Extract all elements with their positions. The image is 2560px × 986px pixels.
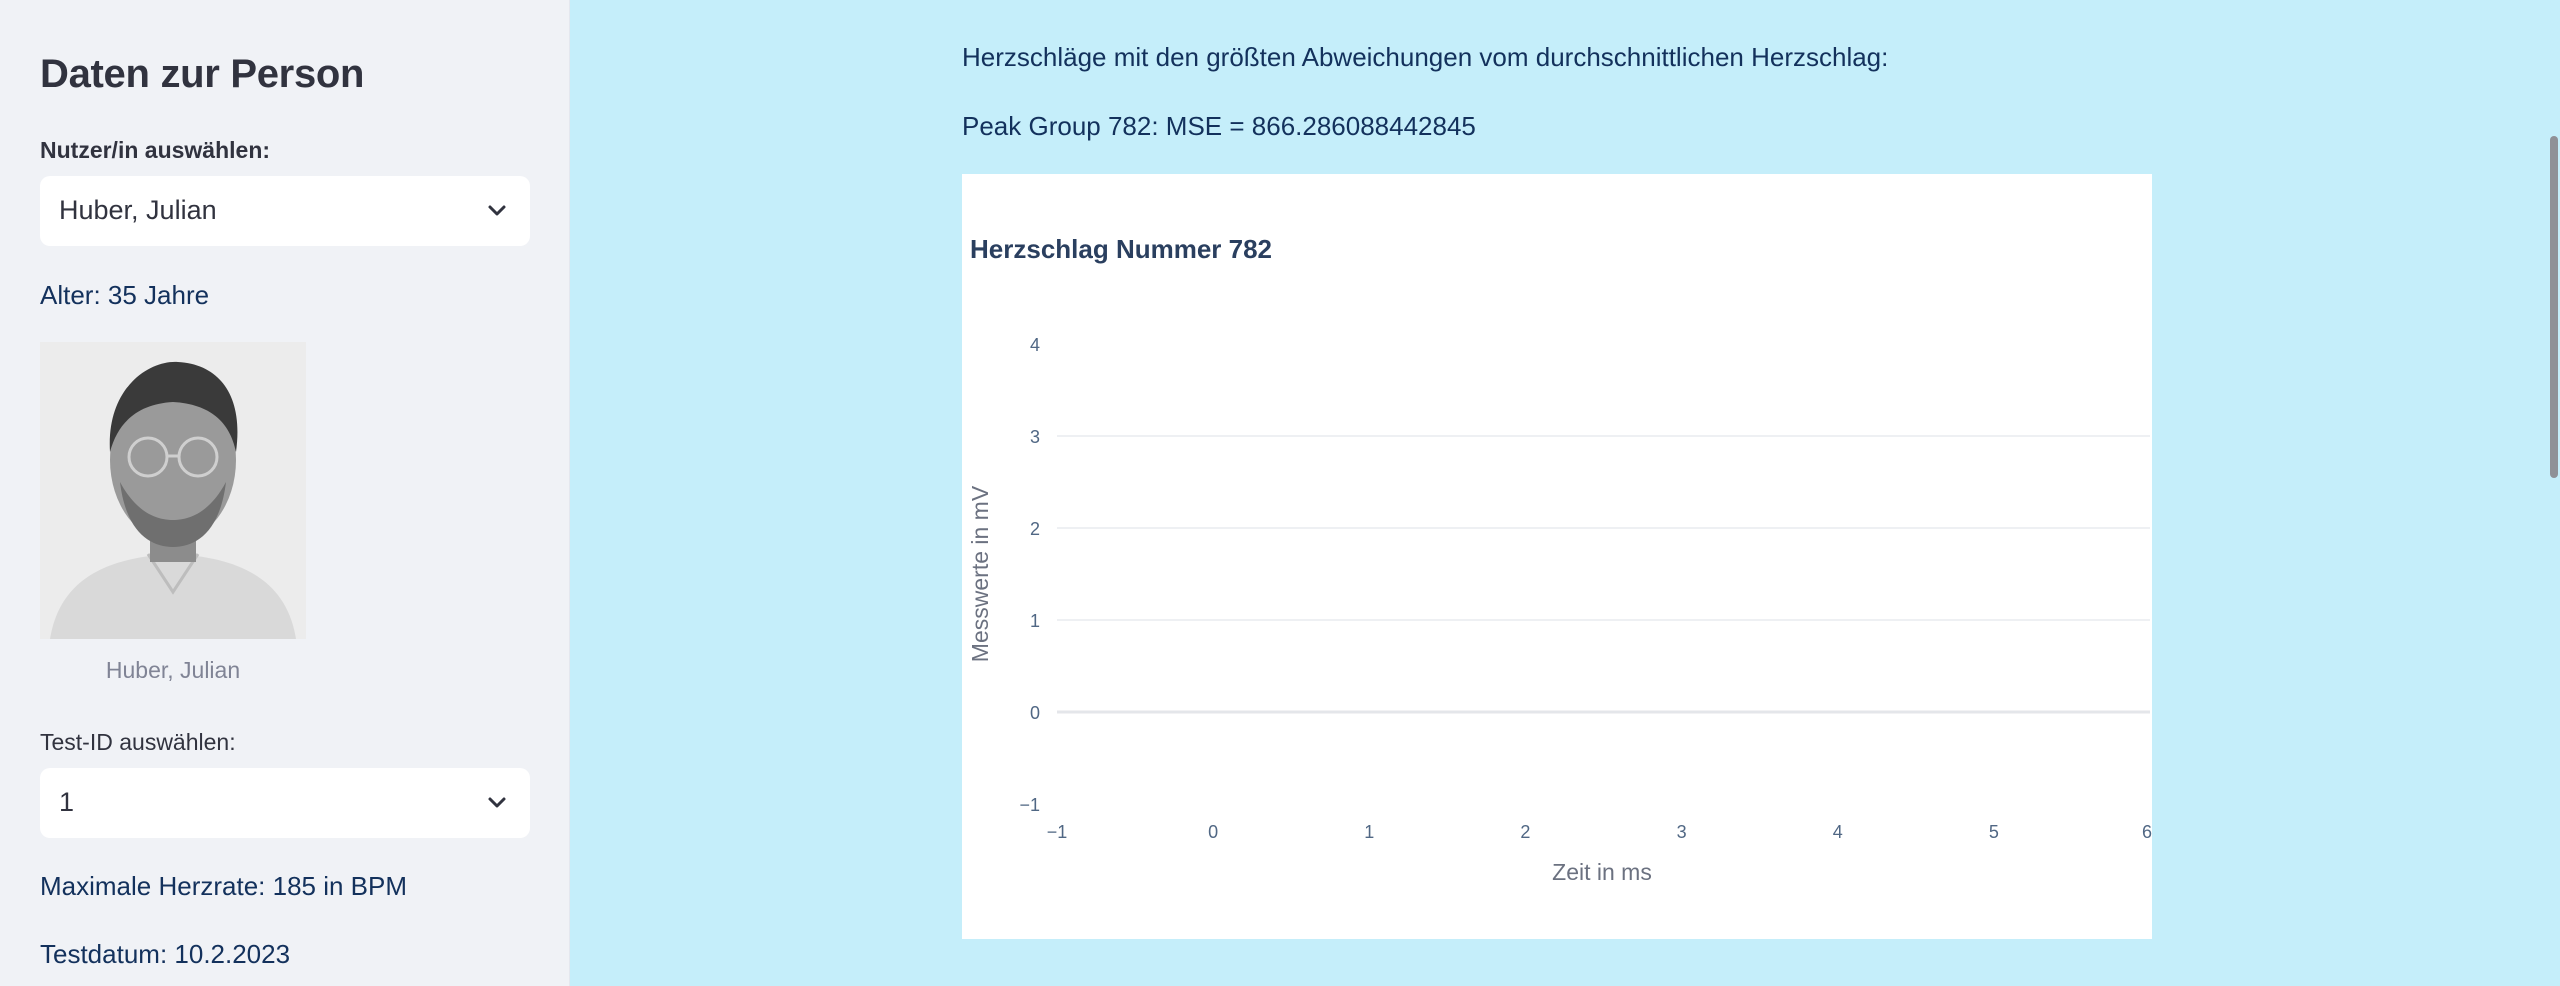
chart-y-ticks: −1 0 1 2 3 4 bbox=[1019, 335, 1040, 815]
user-select-label: Nutzer/in auswählen: bbox=[40, 137, 271, 163]
chart-y-tick-label: 1 bbox=[1030, 611, 1040, 631]
age-text: Alter: 35 Jahre bbox=[40, 280, 210, 310]
chart-title: Herzschlag Nummer 782 bbox=[970, 234, 1272, 264]
heartbeat-chart[interactable]: Herzschlag Nummer 782 −1 0 1 2 3 4 −1 0 1 2 3 4 5 6 … bbox=[962, 174, 2152, 939]
chart-y-tick-label: −1 bbox=[1019, 795, 1040, 815]
chart-y-tick-label: 3 bbox=[1030, 427, 1040, 447]
peak-group-mse-text: Peak Group 782: MSE = 866.286088442845 bbox=[962, 111, 1476, 141]
chart-x-tick-label: 5 bbox=[1989, 822, 1999, 842]
chart-x-tick-label: 0 bbox=[1208, 822, 1218, 842]
person-photo bbox=[40, 342, 306, 639]
sidebar-title: Daten zur Person bbox=[40, 52, 365, 96]
test-id-select[interactable]: 1 bbox=[40, 768, 530, 838]
chart-y-tick-label: 2 bbox=[1030, 519, 1040, 539]
chart-x-tick-label: 2 bbox=[1520, 822, 1530, 842]
user-select[interactable]: Huber, Julian bbox=[40, 176, 530, 246]
max-heart-rate-text: Maximale Herzrate: 185 in BPM bbox=[40, 871, 408, 901]
person-portrait-image bbox=[40, 342, 306, 639]
page-scrollbar-thumb[interactable] bbox=[2550, 136, 2558, 478]
test-id-select-label: Test-ID auswählen: bbox=[40, 729, 236, 755]
chart-x-tick-label: 6 bbox=[2142, 822, 2152, 842]
chart-x-tick-label: −1 bbox=[1047, 822, 1068, 842]
chart-y-tick-label: 4 bbox=[1030, 335, 1040, 355]
chevron-down-icon bbox=[488, 205, 506, 216]
deviation-heading: Herzschläge mit den größten Abweichungen… bbox=[962, 42, 1889, 72]
chevron-down-icon bbox=[488, 797, 506, 808]
chart-gridlines bbox=[1057, 435, 2150, 714]
chart-x-tick-label: 3 bbox=[1677, 822, 1687, 842]
chart-x-axis-label: Zeit in ms bbox=[1552, 859, 1652, 885]
user-select-value: Huber, Julian bbox=[59, 195, 217, 225]
page-scrollbar[interactable] bbox=[2546, 0, 2560, 986]
chart-y-axis-label: Messwerte in mV bbox=[967, 485, 993, 662]
photo-caption: Huber, Julian bbox=[105, 657, 241, 683]
chart-x-tick-label: 1 bbox=[1364, 822, 1374, 842]
chart-y-tick-label: 0 bbox=[1030, 703, 1040, 723]
chart-x-tick-label: 4 bbox=[1833, 822, 1843, 842]
sidebar: Daten zur Person Nutzer/in auswählen: Hu… bbox=[0, 0, 570, 986]
test-date-text: Testdatum: 10.2.2023 bbox=[40, 939, 291, 969]
chart-x-ticks: −1 0 1 2 3 4 5 6 bbox=[1047, 822, 2152, 842]
test-id-select-value: 1 bbox=[59, 787, 75, 817]
